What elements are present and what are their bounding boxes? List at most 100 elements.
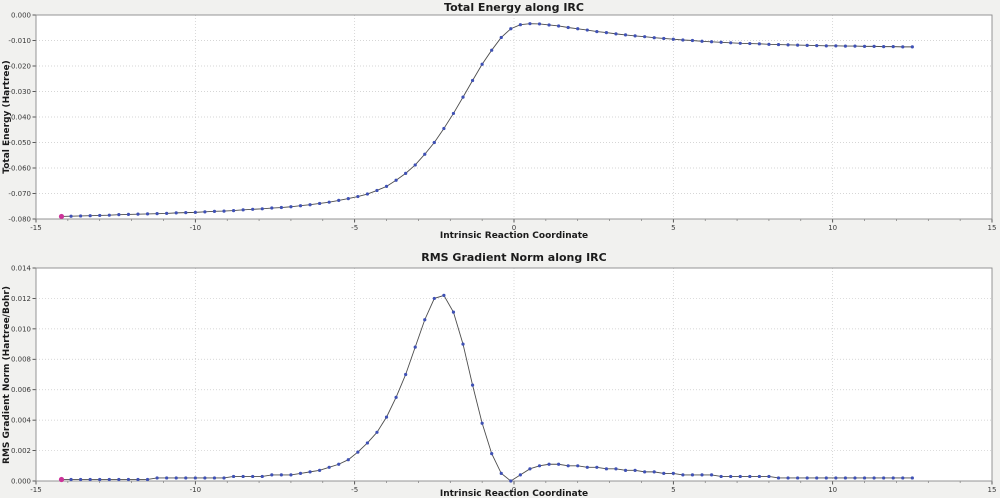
data-point[interactable] [595,465,599,469]
data-point[interactable] [843,44,848,48]
data-point[interactable] [318,468,322,472]
data-point[interactable] [585,465,589,469]
data-point[interactable] [98,213,102,218]
data-point[interactable] [289,473,293,477]
data-point[interactable] [834,44,838,48]
data-point[interactable] [576,27,580,31]
data-point[interactable] [872,44,876,48]
data-point[interactable] [79,214,83,218]
data-point[interactable] [423,318,427,322]
data-point[interactable] [499,471,503,475]
data-point[interactable] [700,473,704,477]
data-point[interactable] [910,476,914,480]
data-point[interactable] [557,462,561,466]
data-point[interactable] [528,467,532,471]
data-point[interactable] [862,44,867,48]
data-point[interactable] [193,476,197,480]
total-energy-current-point-marker[interactable] [58,213,65,220]
data-point[interactable] [490,452,494,456]
data-point[interactable] [222,476,226,480]
data-point[interactable] [796,43,800,47]
data-point[interactable] [212,476,217,480]
data-point[interactable] [155,212,159,216]
data-point[interactable] [413,345,417,349]
data-point[interactable] [891,45,895,49]
data-point[interactable] [203,476,207,480]
data-point[interactable] [203,210,207,214]
data-point[interactable] [882,45,886,49]
data-point[interactable] [537,22,542,26]
data-point[interactable] [796,476,800,480]
data-point[interactable] [174,211,178,215]
data-point[interactable] [356,450,360,454]
data-point[interactable] [251,474,255,479]
data-point[interactable] [690,473,695,477]
data-point[interactable] [442,126,446,131]
data-point[interactable] [365,192,370,196]
data-point[interactable] [241,474,245,479]
data-point[interactable] [604,467,609,471]
data-point[interactable] [423,152,427,156]
rms-gradient-plot-canvas[interactable]: RMS Gradient Norm along IRC Intrinsic Re… [0,249,1000,498]
data-point[interactable] [136,212,140,216]
data-point[interactable] [643,35,647,39]
data-point[interactable] [633,34,637,38]
data-point[interactable] [853,476,857,480]
data-point[interactable] [174,476,178,480]
data-point[interactable] [576,464,580,468]
data-point[interactable] [566,464,570,468]
data-point[interactable] [757,474,761,479]
data-point[interactable] [662,471,666,475]
data-point[interactable] [709,473,714,477]
data-point[interactable] [786,476,790,480]
data-point[interactable] [451,111,456,116]
data-point[interactable] [614,467,618,471]
data-point[interactable] [126,212,131,217]
data-point[interactable] [117,213,121,217]
data-point[interactable] [241,208,245,212]
data-point[interactable] [298,471,303,475]
data-point[interactable] [69,214,73,218]
data-point[interactable] [413,163,417,167]
data-point[interactable] [824,44,828,48]
data-point[interactable] [509,479,513,483]
data-point[interactable] [891,476,895,480]
data-point[interactable] [318,201,322,206]
data-point[interactable] [853,44,857,48]
data-point[interactable] [834,476,838,480]
data-point[interactable] [643,470,647,474]
data-point[interactable] [327,200,331,204]
data-point[interactable] [843,476,848,480]
data-point[interactable] [69,477,73,482]
data-point[interactable] [375,188,379,193]
data-point[interactable] [404,171,408,175]
data-point[interactable] [279,473,283,477]
total-energy-plot-canvas[interactable]: Total Energy along IRC Intrinsic Reactio… [0,0,1000,249]
data-point[interactable] [882,476,886,480]
data-point[interactable] [528,22,532,26]
data-point[interactable] [815,476,819,480]
data-point[interactable] [901,476,905,480]
data-point[interactable] [652,470,656,474]
data-point[interactable] [337,462,341,466]
data-point[interactable] [490,48,494,52]
data-point[interactable] [566,25,570,30]
data-point[interactable] [346,458,350,462]
data-point[interactable] [289,205,293,209]
data-point[interactable] [270,206,274,210]
data-point[interactable] [184,211,188,215]
data-point[interactable] [824,476,828,480]
data-point[interactable] [308,203,312,207]
data-point[interactable] [394,395,398,399]
data-point[interactable] [432,296,436,301]
data-point[interactable] [260,207,264,211]
data-point[interactable] [518,23,522,27]
data-point[interactable] [451,310,456,314]
data-point[interactable] [279,205,283,210]
data-point[interactable] [729,41,733,45]
data-point[interactable] [805,43,809,47]
data-point[interactable] [547,23,551,27]
data-point[interactable] [346,197,350,201]
data-point[interactable] [327,465,331,469]
data-point[interactable] [719,40,723,44]
